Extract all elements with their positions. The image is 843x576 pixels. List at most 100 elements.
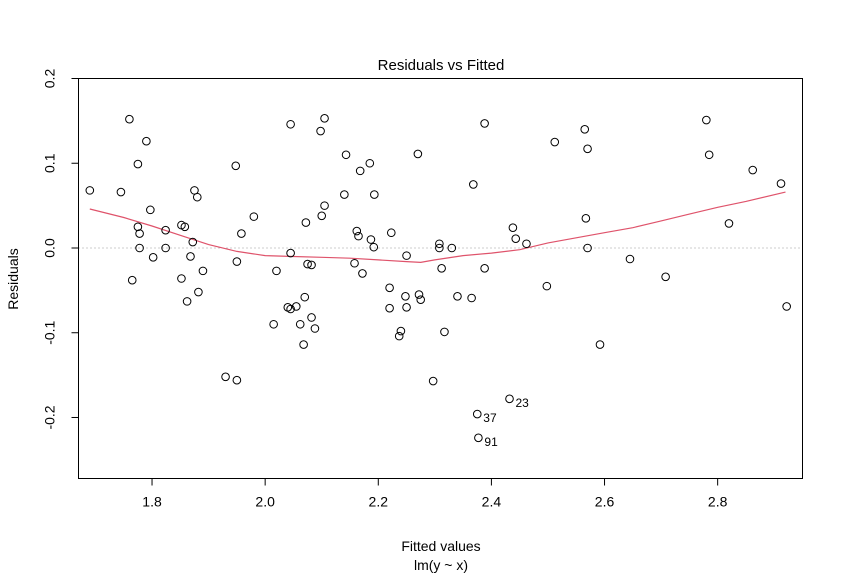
data-point	[303, 259, 312, 269]
data-point	[295, 319, 305, 329]
data-point	[365, 158, 375, 168]
data-point	[435, 239, 444, 249]
x-tick-label: 2.6	[595, 494, 615, 510]
data-point	[435, 243, 444, 253]
data-point	[320, 114, 329, 123]
data-point	[505, 394, 514, 404]
data-point	[508, 223, 518, 232]
data-point	[133, 159, 143, 169]
data-point	[580, 125, 590, 134]
data-point	[148, 253, 158, 262]
data-point	[354, 231, 363, 241]
data-point	[480, 119, 489, 128]
data-point	[286, 304, 295, 314]
data-point	[249, 212, 259, 221]
data-point	[428, 376, 438, 386]
data-point	[583, 243, 592, 253]
data-point	[286, 248, 295, 258]
data-point	[300, 292, 310, 302]
data-point	[192, 192, 202, 202]
data-point	[402, 251, 411, 260]
x-tick-label: 2.8	[708, 494, 728, 510]
data-point	[186, 252, 195, 261]
data-point	[125, 114, 134, 124]
data-point	[232, 375, 242, 385]
data-point	[133, 222, 143, 232]
data-point	[385, 303, 394, 313]
x-axis: 1.8 2.0 2.2 2.4 2.6 2.8	[142, 478, 728, 510]
data-point	[194, 287, 203, 297]
x-tick-label: 2.4	[482, 494, 502, 510]
data-point	[272, 266, 281, 276]
data-point	[414, 290, 424, 299]
data-point	[625, 254, 635, 264]
data-point	[341, 150, 351, 160]
data-point	[385, 283, 394, 293]
data-point	[350, 258, 359, 268]
data-point	[146, 205, 155, 215]
data-point	[180, 222, 190, 232]
data-point	[472, 409, 482, 419]
data-point	[542, 281, 552, 291]
data-point	[116, 187, 126, 197]
x-tick-label: 1.8	[142, 494, 162, 510]
data-point	[269, 319, 278, 329]
data-point	[776, 179, 786, 188]
data-point	[581, 214, 591, 223]
data-point	[704, 150, 714, 160]
data-point	[307, 260, 316, 270]
data-point	[161, 243, 170, 253]
data-point	[401, 291, 410, 301]
x-axis-label: Fitted values	[401, 538, 480, 554]
smoother-line	[89, 191, 786, 264]
data-point	[340, 190, 349, 199]
y-axis: -0.2 -0.1 0.0 0.1 0.2	[42, 69, 79, 430]
data-point	[724, 219, 734, 228]
data-point	[522, 239, 531, 249]
annotations-layer: 23 37 91	[483, 396, 529, 449]
y-tick-label: 0.2	[42, 69, 58, 89]
data-point	[299, 340, 308, 349]
points-layer	[85, 114, 791, 443]
data-point	[469, 180, 478, 189]
data-point	[301, 218, 311, 227]
data-point	[291, 302, 301, 311]
y-tick-label: -0.1	[42, 320, 58, 344]
data-point	[221, 372, 230, 382]
data-point	[583, 144, 592, 154]
chart-title: Residuals vs Fitted	[378, 57, 505, 74]
data-point	[782, 302, 791, 311]
data-point	[416, 295, 426, 304]
data-point	[550, 137, 560, 147]
chart-subtitle: lm(y ~ x)	[414, 557, 468, 573]
data-point	[453, 291, 462, 301]
data-point	[182, 297, 192, 306]
data-point	[85, 186, 95, 195]
y-tick-label: 0.0	[42, 238, 58, 258]
data-point	[237, 229, 246, 238]
data-point	[232, 257, 242, 266]
data-point	[467, 293, 476, 303]
data-point	[307, 313, 316, 322]
data-point	[135, 229, 144, 238]
data-point	[480, 264, 489, 273]
data-point	[310, 324, 320, 333]
data-point	[198, 266, 208, 276]
data-point	[447, 243, 457, 253]
data-point	[135, 243, 144, 253]
x-tick-label: 2.2	[369, 494, 389, 510]
data-point	[366, 235, 376, 244]
data-point	[386, 228, 396, 238]
data-point	[142, 136, 151, 146]
data-point	[402, 303, 411, 312]
x-tick-label: 2.0	[255, 494, 275, 510]
y-tick-label: 0.1	[42, 153, 58, 173]
point-annotation: 91	[484, 435, 498, 449]
data-point	[283, 303, 293, 312]
data-point	[396, 326, 406, 336]
plot-frame	[78, 78, 803, 479]
data-point	[355, 166, 365, 176]
data-point	[474, 433, 483, 443]
data-point	[394, 331, 404, 341]
